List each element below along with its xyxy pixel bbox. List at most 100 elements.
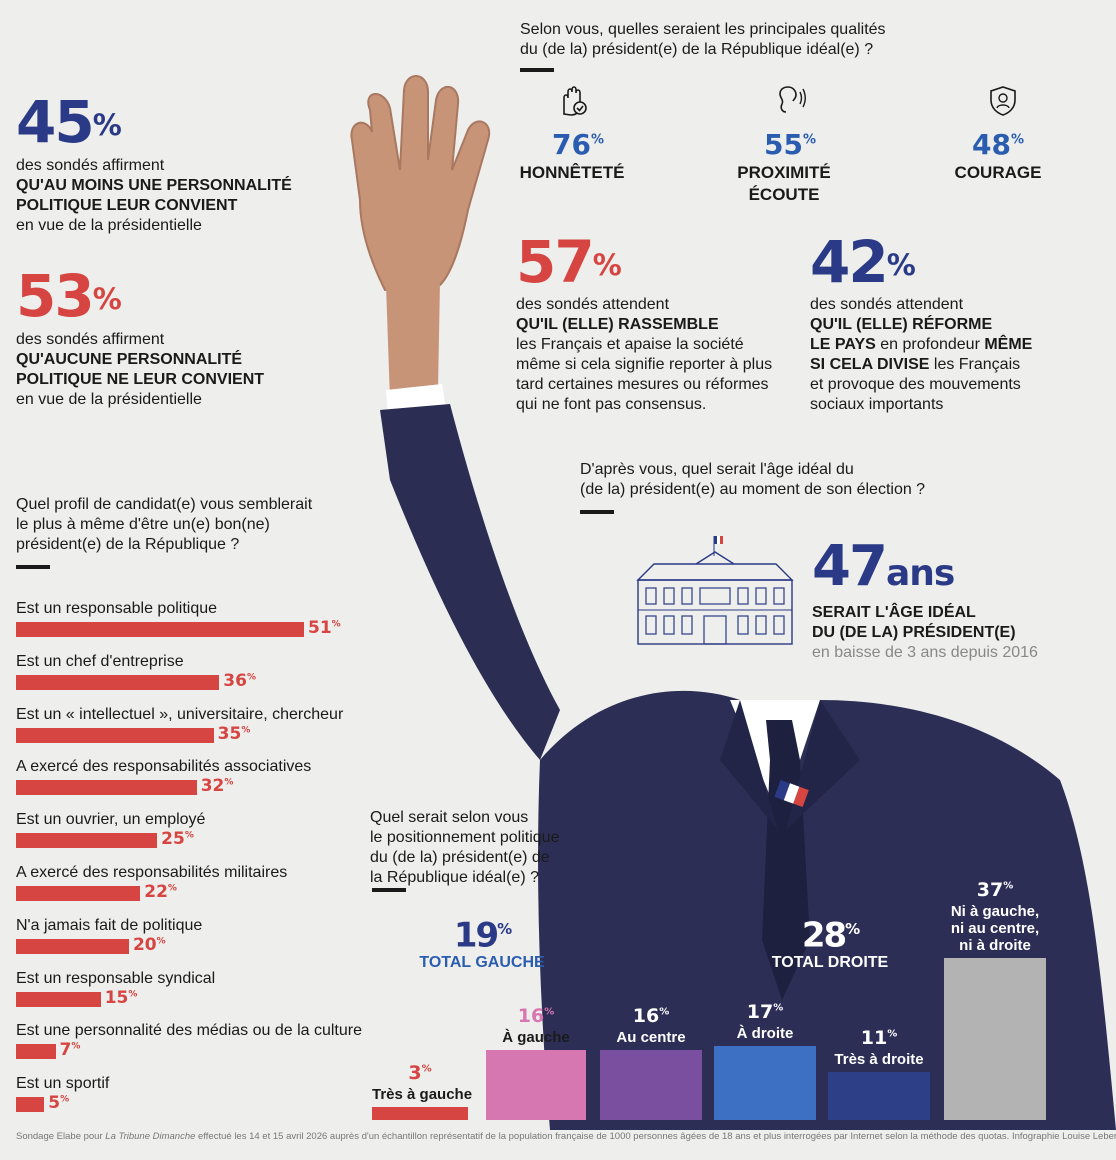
stat-text-bold: POLITIQUE LEUR CONVIENT <box>16 197 238 214</box>
profile-question: Quel profil de candidat(e) vous semblera… <box>16 496 313 553</box>
position-bar-label: Très à gauche <box>372 1085 473 1103</box>
profile-bar-value: 36% <box>223 670 256 691</box>
profile-bar-row: Est un chef d'entreprise 36% <box>16 653 396 705</box>
profile-bar-label: Est un responsable syndical <box>16 969 216 987</box>
stat-value-45: 45% <box>16 88 122 156</box>
profile-bar-row: Est un sportif 5% <box>16 1075 396 1127</box>
profile-bar-value: 22% <box>144 882 177 902</box>
elysee-palace-icon <box>636 536 794 645</box>
profile-bar-row: A exercé des responsabilités associative… <box>16 758 396 810</box>
age-note: en baisse de 3 ans depuis 2016 <box>812 644 1038 661</box>
profile-bar-label: Est un « intellectuel », universitaire, … <box>16 705 344 723</box>
profile-bar <box>16 991 101 1007</box>
expectation-block-42: 42% des sondés attendent QU'IL (ELLE) RÉ… <box>810 232 1110 415</box>
stat-block-45: 45% des sondés affirment QU'AU MOINS UNE… <box>16 92 336 236</box>
position-bar-value: 37% <box>976 879 1014 901</box>
section-dash <box>16 565 50 569</box>
position-bar <box>714 1045 816 1120</box>
stat-text: même si cela signifie reporter à plus <box>516 356 773 373</box>
stat-text-mixed: LE PAYS en profondeur MÊME <box>810 336 1033 353</box>
quality-label-honnetete: HONNÊTETÉ <box>519 163 625 182</box>
position-bar <box>486 1049 586 1120</box>
age-text-bold: DU (DE LA) PRÉSIDENT(E) <box>812 624 1016 641</box>
profile-bar-row: Est un « intellectuel », universitaire, … <box>16 706 396 758</box>
profile-bar-value: 32% <box>200 776 234 797</box>
stat-text-mixed: SI CELA DIVISE les Français <box>810 356 1021 373</box>
stat-text: des sondés attendent <box>516 296 670 313</box>
position-bar-value: 16% <box>632 1004 670 1027</box>
profile-bar <box>16 1097 45 1113</box>
position-bar-value: 17% <box>746 1000 784 1023</box>
profile-bar-value: 15% <box>104 987 138 1008</box>
profile-bar-label: Est une personnalité des médias ou de la… <box>16 1022 362 1040</box>
position-bar <box>600 1049 702 1120</box>
profile-bar <box>16 938 129 954</box>
age-question: D'après vous, quel serait l'âge idéal du… <box>580 461 926 498</box>
stat-value-42: 42% <box>810 228 916 296</box>
stat-text: des sondés affirment <box>16 331 165 348</box>
total-droite-value: 28% <box>801 915 860 956</box>
stat-text: les Français et apaise la société <box>516 336 744 353</box>
profile-bar-row: Est une personnalité des médias ou de la… <box>16 1022 396 1074</box>
stat-block-53: 53% des sondés affirment QU'AUCUNE PERSO… <box>16 266 336 410</box>
total-gauche: 19% TOTAL GAUCHE <box>412 910 552 972</box>
quality-value-48: 48% <box>972 128 1024 161</box>
section-dash <box>372 888 406 892</box>
qualities-question: Selon vous, quelles seraient les princip… <box>520 21 886 58</box>
profile-bar <box>16 780 197 796</box>
stat-text-bold: POLITIQUE NE LEUR CONVIENT <box>16 371 265 388</box>
quality-value-76: 76% <box>552 128 604 161</box>
shield-heart-icon <box>990 86 1016 116</box>
profile-bar-row: A exercé des responsabilités militaires 2… <box>16 864 396 916</box>
profile-bar-label: Est un chef d'entreprise <box>16 652 184 670</box>
total-droite-label: TOTAL DROITE <box>771 954 889 972</box>
stat-text-bold: QU'IL (ELLE) RÉFORME <box>810 316 993 333</box>
stat-text: des sondés affirment <box>16 157 165 174</box>
profile-bar-label: N'a jamais fait de politique <box>16 916 203 934</box>
stat-text: sociaux importants <box>810 396 944 413</box>
profile-bar-row: Est un responsable politique 51% <box>16 600 396 652</box>
stat-value-57: 57% <box>516 228 622 296</box>
profile-bar-value: 25% <box>161 829 194 850</box>
profile-bar-row: N'a jamais fait de politique 20% <box>16 917 396 969</box>
profile-bar-label: A exercé des responsabilités militaires <box>16 864 288 881</box>
profile-bar-row: Est un responsable syndical 15% <box>16 970 396 1022</box>
stat-text: tard certaines mesures ou réformes <box>516 376 769 393</box>
age-value: 47ans <box>812 534 955 599</box>
section-dash <box>520 68 554 72</box>
quality-value-55: 55% <box>764 128 816 161</box>
position-bar-label: À gauche <box>502 1028 570 1046</box>
french-flag-pin-icon <box>774 779 809 808</box>
stat-text: et provoque des mouvements <box>810 376 1021 393</box>
ear-icon <box>779 86 806 113</box>
profile-bar <box>16 622 304 637</box>
total-gauche-value: 19% <box>453 915 512 956</box>
positioning-question: Quel serait selon vous le positionnement… <box>370 809 560 886</box>
profile-bar <box>16 674 220 690</box>
profile-bar-row: Est un ouvrier, un employé 25% <box>16 811 396 863</box>
quality-label-courage: COURAGE <box>954 163 1042 182</box>
section-dash <box>580 510 614 514</box>
footer-source: Sondage Elabe pour La Tribune Dimanche e… <box>16 1131 1116 1142</box>
stat-text: en vue de la présidentielle <box>16 217 202 234</box>
profile-bar-value: 51% <box>308 618 341 638</box>
stat-text: en vue de la présidentielle <box>16 391 202 408</box>
profile-bar-label: A exercé des responsabilités associative… <box>16 758 312 776</box>
profile-bar <box>16 1044 56 1060</box>
stat-text-bold: QU'IL (ELLE) RASSEMBLE <box>516 316 719 333</box>
position-bar-label: À droite <box>736 1024 794 1042</box>
total-gauche-label: TOTAL GAUCHE <box>419 954 545 972</box>
total-droite: 28% TOTAL DROITE <box>760 910 900 972</box>
position-bar-label: Au centre <box>616 1028 686 1046</box>
position-bar-label: Très à droite <box>834 1050 924 1068</box>
profile-bar-value: 5% <box>48 1093 70 1114</box>
quality-label-proximite: PROXIMITÉ ÉCOUTE <box>737 163 831 204</box>
position-bar-value: 11% <box>860 1026 898 1049</box>
age-block: 47ans SERAIT L'ÂGE IDÉAL DU (DE LA) PRÉS… <box>812 534 1102 663</box>
hand-check-icon <box>563 86 587 116</box>
profile-bar-label: Est un sportif <box>16 1075 110 1093</box>
position-bar-label: Ni à gauche, ni au centre, ni à droite <box>950 903 1040 954</box>
profile-bar-label: Est un responsable politique <box>16 600 218 617</box>
profile-bar <box>16 727 214 743</box>
stat-text-bold: QU'AU MOINS UNE PERSONNALITÉ <box>16 177 292 194</box>
